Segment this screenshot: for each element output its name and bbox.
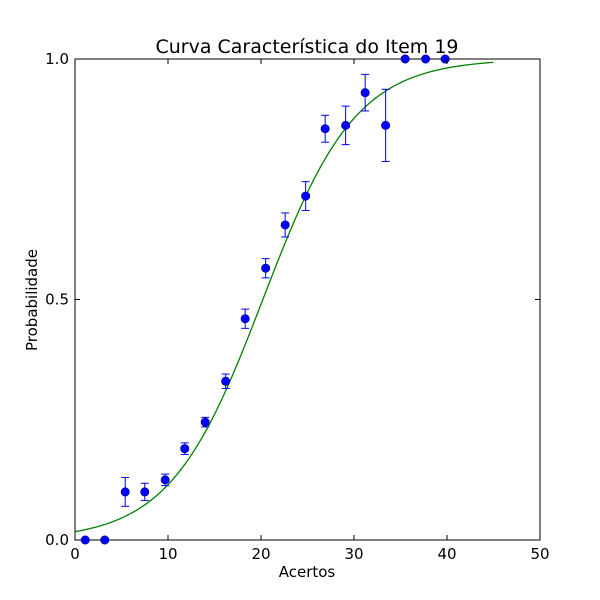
points-group (80, 54, 450, 545)
x-tick-label: 30 (344, 545, 363, 563)
data-point (80, 535, 90, 545)
axes-group (74, 58, 541, 541)
fitted-curve-line (74, 61, 494, 533)
data-point (320, 124, 330, 134)
data-point (261, 263, 271, 273)
y-tick-label: 0.0 (45, 531, 69, 549)
x-axis-label: Acertos (279, 563, 336, 581)
x-tick-label: 50 (530, 545, 549, 563)
curve-group (74, 61, 494, 533)
data-point (100, 535, 110, 545)
ticks-group: 0 10 20 30 40 50 0.0 0.5 1.0 (45, 50, 549, 563)
data-point (140, 487, 150, 497)
data-point (400, 54, 410, 64)
x-tick-label: 10 (158, 545, 177, 563)
data-point (200, 417, 210, 427)
data-point (341, 120, 351, 130)
data-point (280, 220, 290, 230)
data-point (301, 191, 311, 201)
chart-title: Curva Característica do Item 19 (155, 36, 458, 58)
data-point (381, 120, 391, 130)
data-point (421, 54, 431, 64)
data-point (240, 314, 250, 324)
x-tick-label: 40 (437, 545, 456, 563)
y-tick-label: 1.0 (45, 50, 69, 68)
y-axis-label: Probabilidade (23, 249, 41, 351)
plot-frame (74, 58, 541, 541)
data-point (221, 376, 231, 386)
y-tick-label: 0.5 (45, 291, 69, 309)
data-point (120, 487, 130, 497)
data-point (160, 475, 170, 485)
data-point (360, 88, 370, 98)
x-tick-label: 20 (251, 545, 270, 563)
x-tick-label: 0 (70, 545, 80, 563)
data-point (180, 444, 190, 454)
